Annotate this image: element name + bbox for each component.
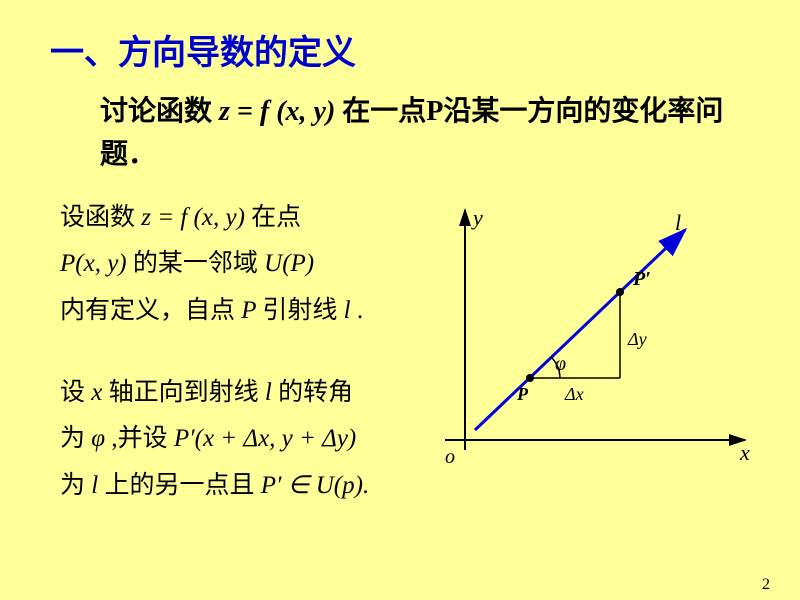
- p-label: P: [516, 384, 529, 404]
- phi-label: φ: [555, 353, 566, 375]
- p-prime-label: P′: [632, 268, 651, 290]
- p1-l3b: 引射线: [262, 297, 337, 324]
- p2-l1a: 设: [60, 379, 91, 406]
- p1-l2b: 的某一邻域: [133, 250, 258, 277]
- p2-l2b: ,并设: [111, 425, 174, 452]
- section-title: 一、方向导数的定义: [50, 25, 356, 74]
- p2-l2c: P′(x + Δx, y + Δy): [174, 425, 356, 452]
- p1-l2c: U(P): [264, 250, 314, 277]
- p2-l3a: 为: [60, 472, 85, 499]
- origin-label: o: [445, 446, 455, 468]
- delta-x-label: Δx: [564, 384, 584, 404]
- p2-l1m: x: [91, 379, 102, 406]
- p2-l1b: 轴正向到射线: [102, 379, 258, 406]
- p1-l1b: 在点: [251, 204, 301, 231]
- ray-label: l: [675, 210, 681, 235]
- intro-equation: z = f (x, y): [219, 96, 335, 127]
- directional-derivative-figure: y x o l P′ P Δy Δx φ: [425, 200, 775, 480]
- body-paragraph-1: 设函数 z = f (x, y) 在点 P(x, y) 的某一邻域 U(P) 内…: [60, 195, 420, 334]
- delta-y-label: Δy: [627, 329, 647, 349]
- p2-l3b: 上的另一点且: [104, 472, 260, 499]
- p1-l3m: P: [235, 297, 262, 324]
- intro-prefix: 讨论函数: [100, 96, 219, 127]
- x-axis-label: x: [739, 440, 750, 465]
- p2-l3c: P′ ∈ U(p).: [261, 472, 369, 499]
- p1-l3a: 内有定义，自点: [60, 297, 235, 324]
- p1-l1m: z = f (x, y): [141, 204, 245, 231]
- y-axis-label: y: [471, 205, 483, 230]
- p2-l1c: l: [259, 379, 278, 406]
- p1-l2a: P(x, y): [60, 250, 127, 277]
- p2-l2m: φ: [85, 425, 111, 452]
- p1-l3d: .: [357, 297, 363, 324]
- intro-paragraph: 讨论函数 z = f (x, y) 在一点P沿某一方向的变化率问题．: [100, 90, 750, 176]
- body-paragraph-2: 设 x 轴正向到射线 l 的转角 为 φ ,并设 P′(x + Δx, y + …: [60, 370, 440, 509]
- p1-l3c: l: [337, 297, 356, 324]
- p2-l3m: l: [85, 472, 104, 499]
- p2-l2a: 为: [60, 425, 85, 452]
- page-number: 2: [762, 576, 770, 594]
- p1-l1a: 设函数: [60, 204, 135, 231]
- p2-l1d: 的转角: [278, 379, 353, 406]
- figure-svg: y x o l P′ P Δy Δx φ: [425, 200, 775, 480]
